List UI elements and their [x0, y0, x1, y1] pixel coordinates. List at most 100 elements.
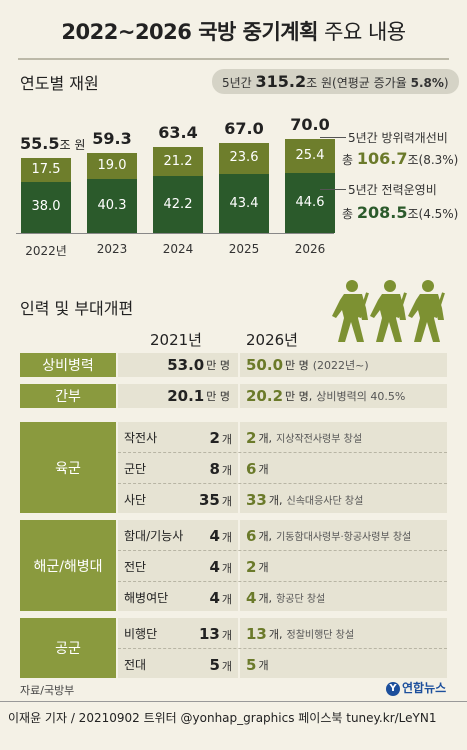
value-2021: 20.1: [167, 387, 205, 405]
unit-2021: 만 명: [206, 359, 230, 372]
unit-2026-column-bg: [240, 520, 447, 611]
x-tick-label: 2025: [228, 242, 260, 256]
unit-name: 군단: [124, 462, 147, 476]
unit-2021: 개: [221, 660, 232, 673]
x-tick-label: 2026: [294, 242, 326, 256]
row-separator: [118, 550, 447, 551]
note-2026: 신속대응사단 창설: [286, 496, 364, 507]
bar-total-unit: 조 원: [59, 138, 86, 153]
personnel-category: 간부: [20, 384, 116, 408]
bar-total-label: 70.0: [275, 115, 345, 134]
bar-value-label: 23.6: [229, 150, 259, 166]
legend-upper-leader: [320, 137, 346, 138]
budget-summary: 5년간 315.2조 원(연평균 증가율 5.8%): [212, 69, 459, 94]
unit-2026: 개,: [258, 529, 273, 543]
unit-name: 함대/기능사: [124, 529, 184, 543]
unit-2021-cell: 군단 8 개: [124, 453, 232, 484]
unit-name: 전대: [124, 658, 147, 672]
unit-2021: 개: [221, 464, 232, 477]
bar-total-value: 59.3: [92, 128, 132, 148]
value-2026: 4: [246, 588, 257, 607]
note-2026: 기동함대사령부·항공사령부 창설: [276, 532, 412, 543]
title-main: 2022~2026 국방 중기계획: [61, 20, 318, 44]
unit-2021: 개: [221, 593, 232, 606]
bar-segment: [153, 147, 203, 177]
unit-2021-cell: 전대 5 개: [124, 649, 232, 680]
bar-total-value: 63.4: [158, 123, 198, 143]
unit-2021-cell: 작전사 2 개: [124, 422, 232, 453]
bar-value-label: 25.4: [295, 147, 325, 163]
unit-2021-cell: 함대/기능사 4 개: [124, 520, 232, 551]
value-2021: 13: [199, 625, 220, 643]
title-sub: 주요 내용: [317, 20, 406, 44]
personnel-category: 상비병력: [20, 353, 116, 377]
bar-segment: [21, 181, 71, 233]
unit-2021-cell: 해병여단 4 개: [124, 582, 232, 613]
x-tick-label: 2023: [96, 242, 128, 256]
bar-value-label: 42.2: [163, 196, 193, 212]
value-2026: 5: [246, 655, 257, 674]
unit-2026: 만 명: [285, 359, 309, 372]
unit-2021-cell: 사단 35 개: [124, 484, 232, 515]
unit-2021: 개: [221, 495, 232, 508]
value-2026: 13: [246, 624, 267, 643]
bar-total-label: 63.4: [143, 123, 213, 142]
unit-2026: 개,: [268, 493, 283, 507]
x-tick-label: 2022년: [25, 244, 67, 258]
value-2026: 6: [246, 459, 257, 478]
soldiers-icon: [332, 280, 445, 342]
page-title: 2022~2026 국방 중기계획 주요 내용: [0, 16, 467, 46]
value-2021: 5: [209, 656, 220, 674]
note-2026: 정찰비행단 창설: [286, 630, 355, 641]
unit-2026-cell: 13 개, 정찰비행단 창설: [246, 618, 446, 649]
year-a-header: 2021년: [150, 331, 202, 349]
legend-lower-label: 5년간 전력운영비: [348, 183, 437, 197]
row-separator: [118, 648, 447, 649]
bar-value-label: 21.2: [163, 153, 193, 169]
unit-2026: 개,: [258, 431, 273, 445]
personnel-2026-cell: 50.0 만 명 (2022년~): [240, 353, 447, 377]
legend-upper-total: 총 106.7조(8.3%): [342, 149, 459, 168]
note-2026: 상비병력의 40.5%: [316, 390, 406, 403]
personnel-2021-cell: 20.1 만 명: [118, 384, 238, 408]
unit-2021-value: 35 개: [199, 490, 232, 509]
bar-value-label: 17.5: [31, 161, 61, 177]
title-divider: [18, 58, 449, 60]
unit-name: 작전사: [124, 431, 158, 445]
bar-segment: [87, 152, 137, 179]
bar-value-label: 38.0: [31, 199, 61, 215]
unit-2026-column-bg: [240, 422, 447, 513]
yonhap-logo-icon: Y: [386, 681, 400, 696]
bar-value-label: 19.0: [97, 157, 127, 173]
source-label: 자료/국방부: [20, 684, 75, 697]
unit-2026: 개,: [268, 627, 283, 641]
chart-axis-line: [16, 233, 334, 234]
value-2021: 53.0: [167, 356, 205, 374]
value-2021: 4: [209, 558, 220, 576]
unit-2021-cell: 비행단 13 개: [124, 618, 232, 649]
row-separator: [118, 581, 447, 582]
value-2026: 2: [246, 428, 257, 447]
unit-2026-cell: 33 개, 신속대응사단 창설: [246, 484, 446, 515]
bar-total-label: 67.0: [209, 119, 279, 138]
row-separator: [118, 452, 447, 453]
unit-name: 비행단: [124, 627, 158, 641]
bar-total-value: 70.0: [290, 114, 330, 134]
budget-section-title: 연도별 재원: [20, 74, 99, 93]
bar-total-label: 55.5조 원: [20, 134, 118, 153]
bar-segment: [87, 178, 137, 233]
unit-2026: 개: [258, 462, 269, 476]
bar-total-value: 55.5: [20, 134, 60, 154]
unit-2026: 만 명,: [285, 390, 313, 403]
unit-2021: 개: [221, 531, 232, 544]
unit-branch-category: 육군: [20, 422, 116, 513]
bar-total-value: 67.0: [224, 118, 264, 138]
value-2021: 2: [209, 429, 220, 447]
